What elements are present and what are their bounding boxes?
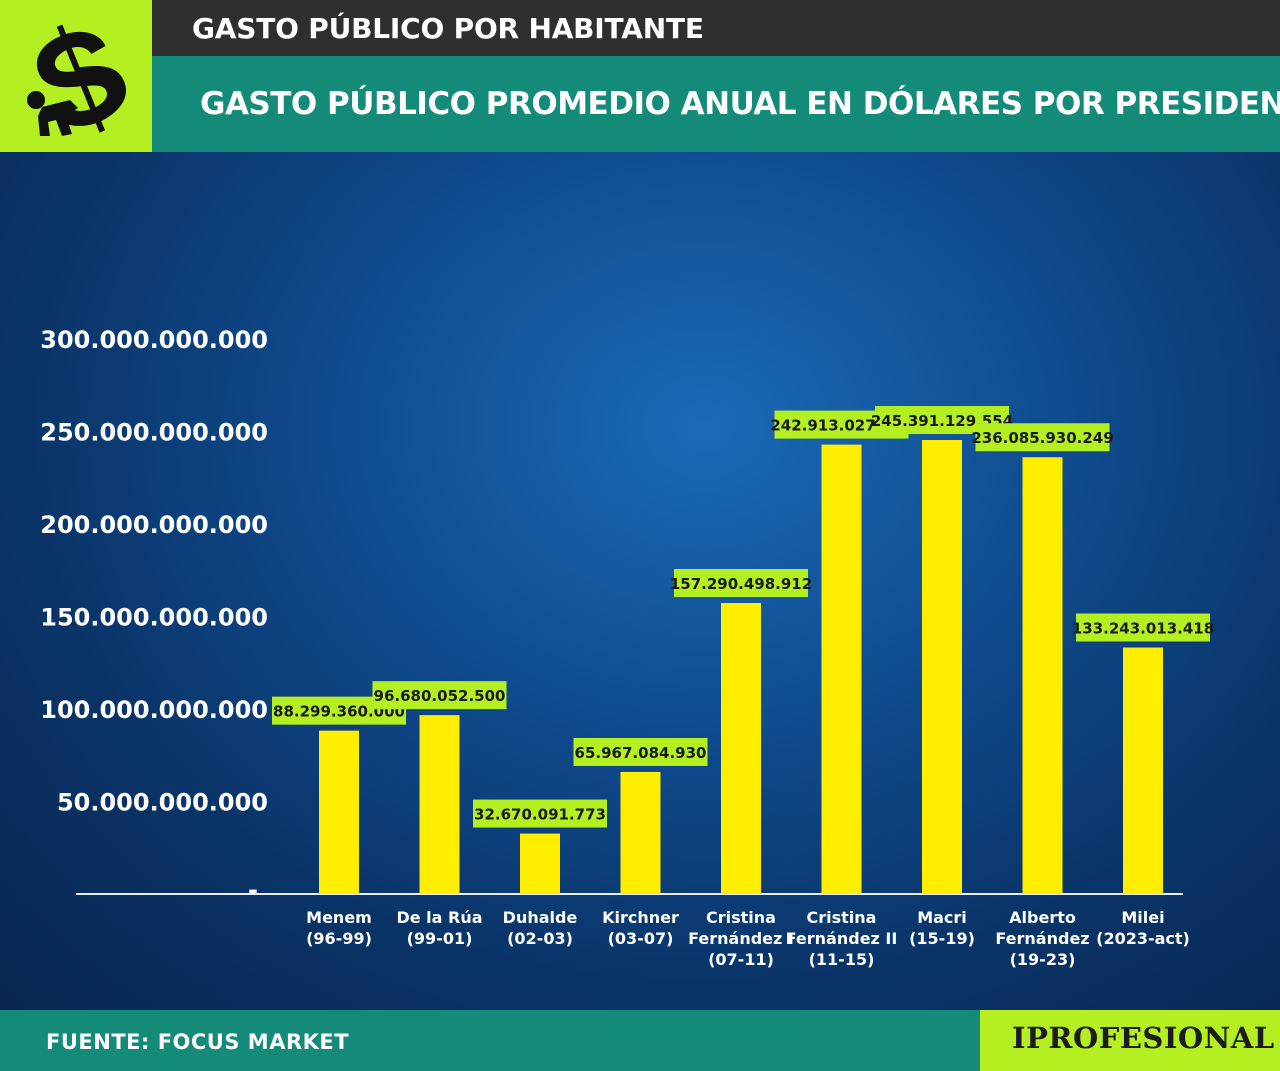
- data-label: 157.290.498.912: [670, 575, 812, 593]
- bar: [319, 730, 359, 894]
- bar: [721, 603, 761, 894]
- data-label: 65.967.084.930: [575, 744, 707, 762]
- data-label: 133.243.013.418: [1072, 620, 1214, 638]
- data-label-box: [1076, 613, 1210, 642]
- y-tick-label: 150.000.000.000: [40, 604, 268, 632]
- bar: [821, 444, 862, 894]
- x-tick-label: De la Rúa: [396, 908, 482, 927]
- data-label-box: [975, 423, 1110, 452]
- logo-box: [0, 0, 152, 152]
- y-tick-label: 100.000.000.000: [40, 696, 268, 724]
- x-tick-label: (03-07): [608, 929, 674, 948]
- data-label-box: [473, 799, 607, 828]
- x-tick-label: Fernández: [995, 929, 1089, 948]
- bar-chart: 50.000.000.000 100.000.000.000 150.000.000…: [40, 326, 1214, 969]
- brand-box: [980, 1010, 1280, 1071]
- x-tick-label: Duhalde: [503, 908, 578, 927]
- data-label-box: [573, 737, 708, 766]
- data-label-box: [674, 569, 808, 598]
- bar: [620, 771, 661, 894]
- data-label: 88.299.360.000: [273, 703, 405, 721]
- source-text: FUENTE: FOCUS MARKET: [46, 1030, 350, 1054]
- x-tick-label: Alberto: [1009, 908, 1076, 927]
- x-tick-label: Cristina: [706, 908, 776, 927]
- x-tick-label: Macri: [917, 908, 967, 927]
- x-tick-label: Milei: [1121, 908, 1164, 927]
- bar: [1123, 647, 1163, 894]
- x-tick-label: (11-15): [809, 950, 875, 969]
- x-tick-label: (19-23): [1010, 950, 1076, 969]
- data-label-box: [372, 681, 507, 710]
- x-tick-label: Kirchner: [602, 908, 679, 927]
- x-tick-label: (99-01): [407, 929, 473, 948]
- x-tick-label: Cristina: [807, 908, 877, 927]
- chart-subtitle: GASTO PÚBLICO PROMEDIO ANUAL EN DÓLARES …: [200, 86, 1280, 122]
- title-band: [0, 56, 1280, 152]
- y-tick-zero: -: [248, 876, 258, 904]
- bar: [419, 715, 460, 894]
- header-bar: [0, 0, 1280, 56]
- x-tick-label: Menem: [306, 908, 372, 927]
- bar: [520, 833, 560, 894]
- header-title: GASTO PÚBLICO POR HABITANTE: [192, 12, 704, 45]
- x-tick-label: (15-19): [909, 929, 975, 948]
- y-tick-label: 300.000.000.000: [40, 326, 268, 354]
- dollar-sign-carrier-icon: [27, 24, 126, 136]
- plot-area: 50.000.000.000 100.000.000.000 150.000.000…: [0, 152, 1280, 1010]
- y-tick-label: 250.000.000.000: [40, 419, 268, 447]
- x-tick-label: (07-11): [708, 950, 774, 969]
- data-label: 32.670.091.773: [474, 806, 606, 824]
- y-tick-label: 200.000.000.000: [40, 511, 268, 539]
- data-label: 96.680.052.500: [374, 687, 506, 705]
- brand-logo: IPROFESIONAL: [1012, 1021, 1275, 1055]
- data-label: 236.085.930.249: [971, 429, 1113, 447]
- x-tick-label: (2023-act): [1096, 929, 1190, 948]
- x-tick-label: (02-03): [507, 929, 573, 948]
- x-tick-label: Fernández I: [688, 929, 794, 948]
- x-tick-label: Fernández II: [786, 929, 898, 948]
- bar: [922, 440, 962, 894]
- bar: [1022, 457, 1063, 894]
- y-tick-label: 50.000.000.000: [57, 789, 268, 817]
- x-tick-label: (96-99): [306, 929, 372, 948]
